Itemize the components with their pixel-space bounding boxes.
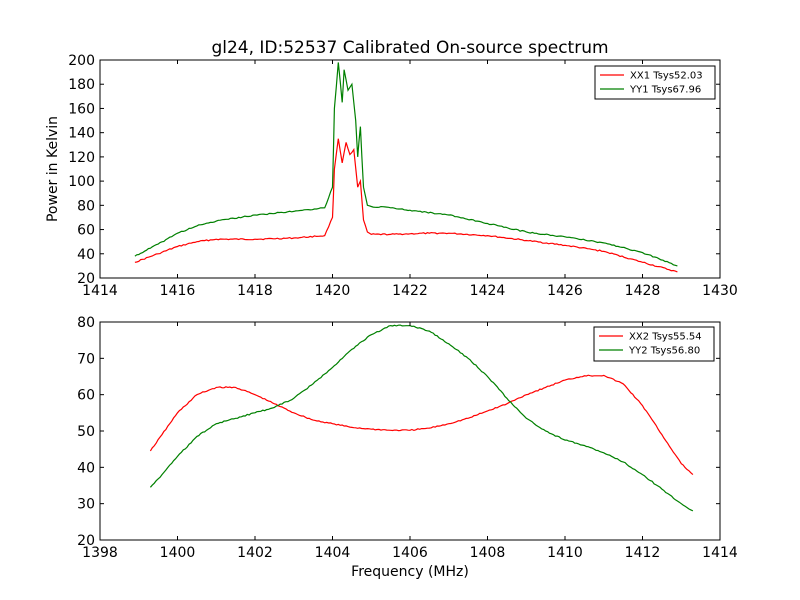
series-line	[134, 138, 678, 273]
bottom-panel: 1398 1400 1402 1404 1406 1408 1410 1412 1414 20 30…	[77, 315, 738, 580]
x-tick-label: 1424	[470, 283, 506, 299]
y-tick-label: 60	[77, 388, 95, 404]
y-tick-label: 80	[77, 315, 95, 331]
x-tick-label: 1420	[315, 283, 351, 299]
x-tick-label: 1416	[160, 283, 196, 299]
y-tick-label: 160	[68, 101, 95, 117]
y-tick-label: 180	[68, 77, 95, 93]
legend: XX2 Tsys55.54 YY2 Tsys56.80	[593, 326, 715, 362]
legend-label: YY2 Tsys56.80	[628, 346, 700, 357]
x-tick-label: 1402	[237, 545, 273, 561]
y-tick-label: 50	[77, 424, 95, 440]
x-tick-label: 1414	[82, 283, 118, 299]
series-line	[149, 374, 694, 476]
x-tick-label: 1422	[392, 283, 428, 299]
y-axis-label: Power in Kelvin	[45, 116, 61, 222]
x-tick-label: 1426	[547, 283, 583, 299]
y-tick-label: 200	[68, 53, 95, 69]
y-tick-label: 140	[68, 126, 95, 142]
series-line	[134, 62, 678, 267]
x-tick-label: 1418	[237, 283, 273, 299]
legend-label: XX1 Tsys52.03	[630, 71, 703, 82]
legend: XX1 Tsys52.03 YY1 Tsys67.96	[594, 65, 716, 100]
x-tick-label: 1398	[82, 545, 118, 561]
x-tick-label: 1430	[702, 283, 738, 299]
figure-title: gl24, ID:52537 Calibrated On-source spec…	[211, 38, 608, 58]
x-tick-label: 1406	[392, 545, 428, 561]
top-panel: 1414 1416 1418 1420 1422 1424 1426 1428 1430 20 40…	[45, 53, 738, 299]
x-tick-label: 1414	[702, 545, 738, 561]
y-tick-label: 80	[77, 198, 95, 214]
legend-label: XX2 Tsys55.54	[629, 332, 702, 343]
legend-box	[593, 326, 715, 362]
x-tick-label: 1400	[160, 545, 196, 561]
x-tick-label: 1428	[625, 283, 661, 299]
y-tick-label: 30	[77, 497, 95, 513]
x-tick-label: 1412	[625, 545, 661, 561]
y-tick-label: 40	[77, 460, 95, 476]
x-axis-label: Frequency (MHz)	[351, 564, 469, 580]
legend-label: YY1 Tsys67.96	[629, 85, 701, 96]
y-tick-label: 40	[77, 247, 95, 263]
y-tick-label: 100	[68, 174, 95, 190]
series-line	[149, 324, 694, 512]
x-tick-label: 1408	[470, 545, 506, 561]
y-tick-label: 120	[68, 150, 95, 166]
y-tick-label: 20	[77, 271, 95, 287]
y-tick-label: 20	[77, 533, 95, 549]
y-tick-label: 70	[77, 351, 95, 367]
legend-box	[594, 65, 716, 100]
x-tick-label: 1404	[315, 545, 351, 561]
x-tick-label: 1410	[547, 545, 583, 561]
y-tick-label: 60	[77, 223, 95, 239]
